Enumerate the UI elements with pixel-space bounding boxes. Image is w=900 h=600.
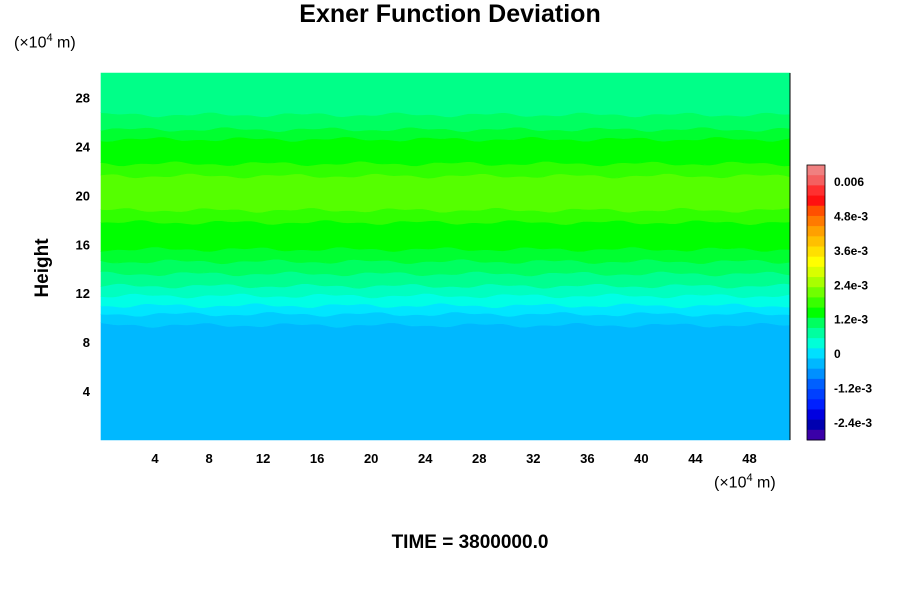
colorbar-swatch xyxy=(807,307,825,319)
contour-band xyxy=(100,173,791,213)
x-tick-label: 12 xyxy=(256,451,270,466)
y-tick-label: 28 xyxy=(76,90,90,105)
colorbar-swatch xyxy=(807,266,825,278)
x-tick-label: 36 xyxy=(580,451,594,466)
colorbar-swatch xyxy=(807,389,825,400)
colorbar-swatch xyxy=(807,358,825,370)
colorbar-tick-label: 1.2e-3 xyxy=(834,313,868,327)
colorbar-swatch xyxy=(807,399,825,410)
colorbar-swatch xyxy=(807,246,825,258)
colorbar-swatch xyxy=(807,175,825,186)
colorbar-swatch xyxy=(807,195,825,207)
colorbar-swatch xyxy=(807,215,825,227)
x-axis-units: (×104 m) xyxy=(714,472,776,492)
colorbar-swatch xyxy=(807,165,825,176)
x-tick-label: 44 xyxy=(688,451,703,466)
colorbar-swatch xyxy=(807,317,825,329)
x-tick-label: 4 xyxy=(151,451,159,466)
y-tick-label: 12 xyxy=(76,286,90,301)
x-tick-label: 8 xyxy=(205,451,212,466)
colorbar-swatch xyxy=(807,205,825,217)
colorbar-swatch xyxy=(807,378,825,390)
contour-band xyxy=(100,322,791,441)
colorbar-swatch xyxy=(807,256,825,268)
colorbar-tick-label: 2.4e-3 xyxy=(834,278,868,292)
time-label: TIME = 3800000.0 xyxy=(391,532,549,553)
colorbar-swatch xyxy=(807,226,825,237)
colorbar-frame xyxy=(806,164,826,441)
contour-band xyxy=(100,136,791,167)
colorbar-tick-label: 0.006 xyxy=(834,175,864,189)
colorbar-swatch xyxy=(807,368,825,380)
contour-band xyxy=(100,219,791,252)
colorbar-swatch xyxy=(807,348,825,359)
colorbar-swatch xyxy=(807,429,825,441)
x-tick-label: 20 xyxy=(364,451,378,466)
colorbar-tick-label: 0 xyxy=(834,347,841,361)
y-axis-units: (×104 m) xyxy=(14,32,76,52)
colorbar-tick-label: 3.6e-3 xyxy=(834,244,868,258)
x-tick-label: 24 xyxy=(418,451,433,466)
y-tick-label: 8 xyxy=(83,335,90,350)
y-tick-label: 24 xyxy=(76,139,91,154)
x-tick-label: 48 xyxy=(742,451,756,466)
colorbar-swatch xyxy=(807,338,825,349)
colorbar-swatch xyxy=(807,287,825,298)
colorbar-tick-label: -1.2e-3 xyxy=(834,381,872,395)
y-tick-label: 4 xyxy=(83,384,91,399)
colorbar-swatch xyxy=(807,409,825,421)
contour-band xyxy=(100,72,791,118)
chart-title: Exner Function Deviation xyxy=(299,0,601,28)
x-tick-label: 40 xyxy=(634,451,648,466)
colorbar-swatch xyxy=(807,419,825,431)
y-tick-label: 20 xyxy=(76,188,90,203)
colorbar-swatch xyxy=(807,277,825,288)
colorbar-swatch xyxy=(807,185,825,196)
colorbar-swatch xyxy=(807,327,825,339)
x-tick-label: 32 xyxy=(526,451,540,466)
x-tick-label: 28 xyxy=(472,451,486,466)
colorbar-swatch xyxy=(807,297,825,308)
colorbar-tick-label: 4.8e-3 xyxy=(834,210,868,224)
colorbar-swatch xyxy=(807,236,825,247)
colorbar-tick-label: -2.4e-3 xyxy=(834,416,872,430)
x-tick-label: 16 xyxy=(310,451,324,466)
y-tick-label: 16 xyxy=(76,237,90,252)
